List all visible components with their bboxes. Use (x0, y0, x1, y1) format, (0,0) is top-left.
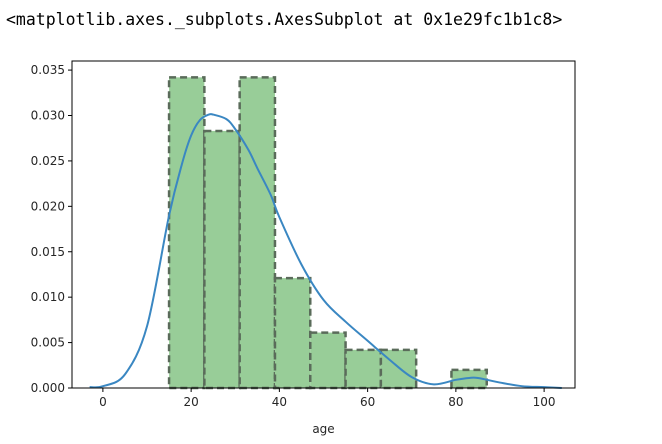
y-axis-ticks: 0.000 0.005 0.010 0.015 0.020 0.025 0.030 0.035 (31, 63, 72, 395)
y-tick-label: 0.020 (31, 199, 65, 213)
histogram-bar (238, 76, 277, 390)
x-tick-label: 80 (448, 395, 463, 409)
output-repr-text: <matplotlib.axes._subplots.AxesSubplot a… (6, 10, 563, 29)
x-tick-label: 40 (272, 395, 287, 409)
y-tick-label: 0.005 (31, 336, 65, 350)
histogram-bar (344, 348, 383, 390)
histogram-bar (203, 129, 241, 390)
x-axis-label: age (312, 422, 334, 436)
histogram-bar (273, 276, 312, 390)
x-tick-label: 0 (99, 395, 107, 409)
y-tick-label: 0.035 (31, 63, 65, 77)
histogram-bars (167, 76, 489, 390)
kde-curve (89, 112, 562, 389)
histogram-bar (309, 331, 347, 390)
axes-frame (71, 60, 576, 389)
y-tick-label: 0.015 (31, 245, 65, 259)
y-tick-label: 0.030 (31, 109, 65, 123)
y-tick-label: 0.010 (31, 290, 65, 304)
x-tick-label: 20 (183, 395, 198, 409)
x-tick-label: 100 (533, 395, 556, 409)
x-tick-label: 60 (360, 395, 375, 409)
y-tick-label: 0.000 (31, 381, 65, 395)
histogram-bar (167, 76, 206, 390)
x-axis-ticks: 0 20 40 60 80 100 (99, 388, 556, 409)
y-tick-label: 0.025 (31, 154, 65, 168)
